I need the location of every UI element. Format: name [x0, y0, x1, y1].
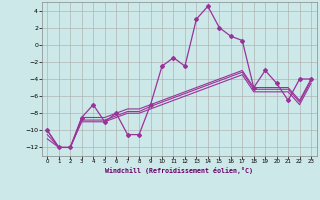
X-axis label: Windchill (Refroidissement éolien,°C): Windchill (Refroidissement éolien,°C): [105, 167, 253, 174]
